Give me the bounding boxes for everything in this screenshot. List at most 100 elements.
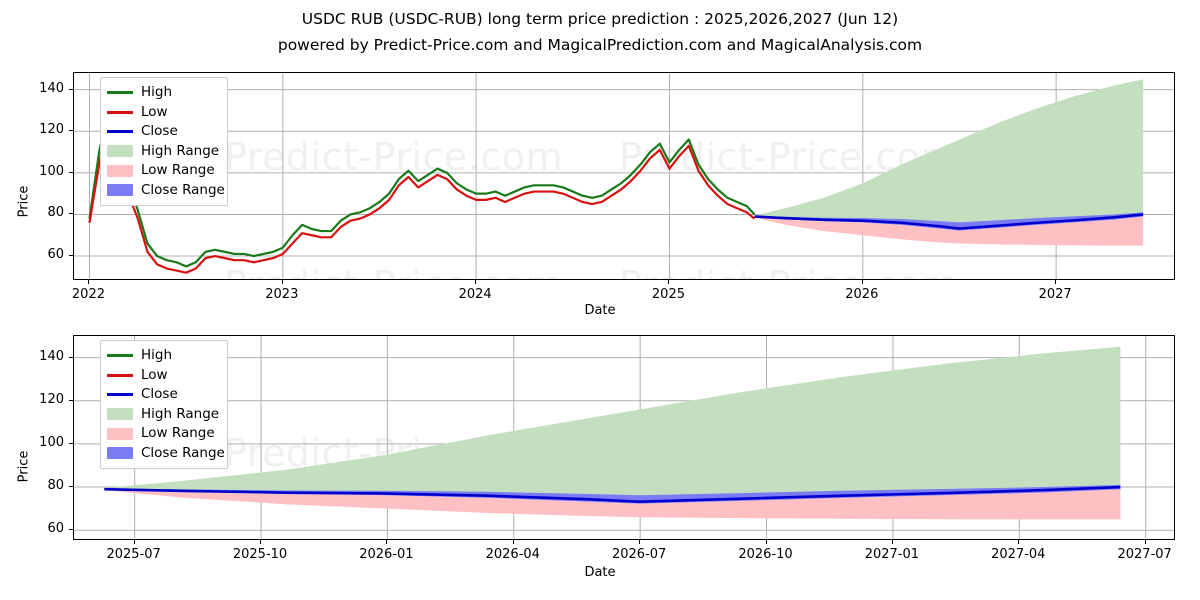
legend-swatch-icon — [107, 354, 133, 358]
legend-item-label: High Range — [141, 142, 220, 159]
legend-item-label: High Range — [141, 405, 220, 422]
top-legend-item: Low Range — [107, 161, 220, 181]
y-tick-label: 120 — [39, 391, 64, 407]
top-chart-svg — [74, 73, 1174, 279]
y-tick-label: 60 — [47, 247, 64, 263]
top-legend-item: High Range — [107, 142, 220, 162]
title-block: USDC RUB (USDC-RUB) long term price pred… — [0, 0, 1200, 58]
y-tick-mark — [69, 88, 73, 90]
y-tick-mark — [69, 399, 73, 401]
y-tick-label: 100 — [39, 163, 64, 179]
top-chart-panel: Price 60 80 100 120 140 2022 2023 2024 2025 2026… — [0, 60, 1200, 320]
x-tick-label: 2027 — [1038, 287, 1072, 302]
y-tick-mark — [69, 171, 73, 173]
x-tick-label: 2026 — [845, 287, 879, 302]
legend-swatch-icon — [107, 427, 133, 440]
legend-item-label: Low — [141, 103, 168, 120]
bottom-chart-legend: High Low Close High Range Low Range Close Ran… — [100, 340, 228, 469]
legend-swatch-icon — [107, 110, 133, 114]
top-legend-item: High — [107, 83, 220, 103]
x-tick-label: 2025-07 — [106, 547, 161, 562]
legend-item-label: Low Range — [141, 425, 215, 442]
top-legend-item: Close — [107, 122, 220, 142]
y-tick-mark — [69, 213, 73, 215]
bottom-chart-svg — [74, 336, 1174, 539]
x-tick-label: 2026-04 — [485, 547, 540, 562]
low-range-area — [754, 216, 1144, 246]
legend-item-label: Low — [141, 366, 168, 383]
page-title: USDC RUB (USDC-RUB) long term price pred… — [301, 10, 899, 28]
bottom-legend-item: High Range — [107, 405, 220, 425]
y-tick-label: 140 — [39, 348, 64, 364]
x-tick-mark — [386, 540, 388, 544]
legend-swatch-icon — [107, 145, 133, 158]
legend-swatch-icon — [107, 130, 133, 134]
page-subtitle: powered by Predict-Price.com and Magical… — [277, 36, 923, 54]
legend-item-label: Close — [141, 386, 178, 403]
bottom-chart-panel: Price 60 80 100 120 140 2025-07 2025-10 2026-0… — [0, 325, 1200, 595]
y-tick-label: 80 — [47, 205, 64, 221]
y-tick-label: 140 — [39, 80, 64, 96]
x-tick-mark — [475, 280, 477, 284]
x-tick-mark — [133, 540, 135, 544]
bottom-chart-plot-area: Predict-Price.com Predict-Price.com — [73, 335, 1175, 540]
legend-swatch-icon — [107, 393, 133, 397]
close-line — [104, 485, 1121, 504]
y-tick-mark — [69, 486, 73, 488]
x-tick-label: 2025-10 — [232, 547, 288, 562]
legend-item-label: Close — [141, 123, 178, 140]
x-tick-mark — [639, 540, 641, 544]
x-tick-mark — [260, 540, 262, 544]
x-tick-mark — [1055, 280, 1057, 284]
x-tick-label: 2022 — [71, 287, 105, 302]
legend-item-label: Close Range — [141, 181, 225, 198]
x-tick-mark — [1144, 540, 1146, 544]
legend-item-label: Close Range — [141, 444, 225, 461]
x-tick-label: 2024 — [458, 287, 492, 302]
y-tick-label: 80 — [47, 478, 64, 494]
y-tick-label: 60 — [47, 521, 64, 537]
legend-swatch-icon — [107, 447, 133, 460]
legend-item-label: High — [141, 347, 173, 364]
x-tick-mark — [1018, 540, 1020, 544]
top-chart-plot-area: Predict-Price.com Predict-Price.com Pred… — [73, 72, 1175, 280]
x-tick-mark — [512, 540, 514, 544]
x-tick-mark — [765, 540, 767, 544]
x-tick-label: 2027-01 — [864, 547, 920, 562]
x-tick-label: 2027-04 — [991, 547, 1046, 562]
legend-swatch-icon — [107, 164, 133, 177]
y-tick-mark — [69, 255, 73, 257]
y-tick-mark — [69, 442, 73, 444]
top-chart-x-axis-label: Date — [584, 303, 616, 318]
top-legend-item: Low — [107, 103, 220, 123]
x-tick-mark — [891, 540, 893, 544]
x-tick-label: 2026-01 — [359, 547, 414, 562]
legend-swatch-icon — [107, 408, 133, 421]
y-tick-mark — [69, 356, 73, 358]
top-legend-item: Close Range — [107, 181, 225, 201]
legend-swatch-icon — [107, 373, 133, 377]
high-range-area — [104, 346, 1121, 502]
y-tick-mark — [69, 130, 73, 132]
high-range-area — [754, 79, 1144, 229]
y-tick-mark — [69, 529, 73, 531]
x-tick-mark — [861, 280, 863, 284]
legend-swatch-icon — [107, 91, 133, 95]
y-tick-label: 100 — [39, 434, 64, 450]
y-tick-label: 120 — [39, 122, 64, 138]
x-tick-mark — [281, 280, 283, 284]
x-tick-label: 2026-10 — [738, 547, 793, 562]
legend-swatch-icon — [107, 184, 133, 197]
bottom-legend-item: Low Range — [107, 424, 220, 444]
legend-item-label: High — [141, 84, 173, 101]
bottom-legend-item: Low — [107, 366, 220, 386]
bottom-chart-x-axis-label: Date — [584, 565, 616, 580]
bottom-legend-item: Close Range — [107, 444, 225, 464]
x-tick-label: 2026-07 — [611, 547, 667, 562]
top-chart-legend: High Low Close High Range Low Range Close Ran… — [100, 77, 228, 206]
close-line — [754, 213, 1144, 230]
legend-item-label: Low Range — [141, 162, 215, 179]
bottom-legend-item: Close — [107, 385, 220, 405]
low-line — [88, 117, 756, 274]
